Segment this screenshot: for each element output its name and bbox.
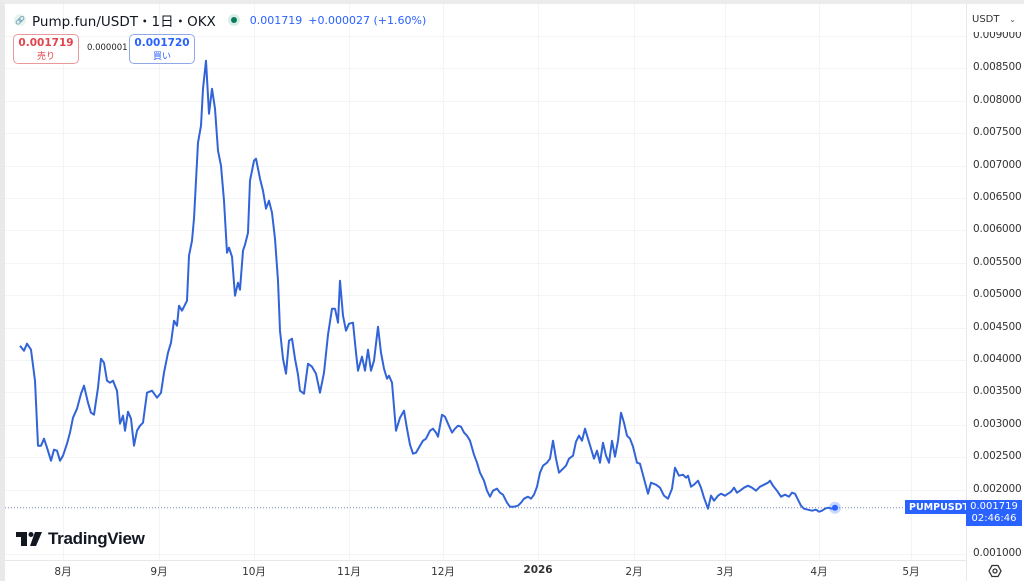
- grid-line-horizontal: [5, 360, 966, 361]
- price-axis-label: 0.007000: [973, 159, 1022, 171]
- grid-line-horizontal: [5, 133, 966, 134]
- chart-header: 🔗 Pump.fun/USDT・1日・OKX 0.001719 +0.00002…: [14, 10, 426, 30]
- price-axis-label: 0.005500: [973, 256, 1022, 268]
- grid-line-vertical: [159, 4, 160, 560]
- tradingview-wordmark: TradingView: [48, 529, 145, 548]
- grid-line-vertical: [911, 4, 912, 560]
- price-axis-label: 0.004000: [973, 353, 1022, 365]
- last-point-marker: [832, 504, 838, 511]
- grid-line-horizontal: [5, 457, 966, 458]
- grid-line-horizontal: [5, 36, 966, 37]
- chart-settings-button[interactable]: [987, 563, 1003, 579]
- grid-line-vertical: [443, 4, 444, 560]
- time-axis-label: 9月: [150, 566, 168, 578]
- time-axis-label: 11月: [337, 566, 361, 578]
- sell-button[interactable]: 0.001719 売り: [13, 34, 79, 64]
- grid-line-horizontal: [5, 554, 966, 555]
- price-axis-label: 0.006000: [973, 223, 1022, 235]
- grid-line-horizontal: [5, 328, 966, 329]
- grid-line-horizontal: [5, 295, 966, 296]
- grid-line-horizontal: [5, 263, 966, 264]
- time-axis-label: 5月: [902, 566, 920, 578]
- price-axis-label: 0.009000: [973, 29, 1022, 41]
- tradingview-logo[interactable]: TradingView: [16, 529, 145, 549]
- grid-line-horizontal: [5, 101, 966, 102]
- buy-button[interactable]: 0.001720 買い: [129, 34, 195, 64]
- buy-label: 買い: [152, 51, 171, 62]
- sell-price: 0.001719: [18, 36, 74, 49]
- currency-selector[interactable]: USDT ⌄: [968, 6, 1022, 32]
- grid-line-vertical: [819, 4, 820, 560]
- price-axis-label: 0.007500: [973, 126, 1022, 138]
- time-axis-label: 12月: [431, 566, 455, 578]
- last-price: 0.001719: [249, 13, 303, 27]
- time-axis-label: 10月: [242, 566, 266, 578]
- link-icon: 🔗: [14, 14, 26, 26]
- last-price-tag-value: 0.001719: [970, 501, 1018, 512]
- price-change: +0.000027 (+1.60%): [308, 13, 427, 27]
- price-series-line: [19, 59, 836, 513]
- sell-label: 売り: [36, 51, 55, 62]
- price-axis-label: 0.002000: [973, 483, 1022, 495]
- price-axis-label: 0.003500: [973, 385, 1022, 397]
- chevron-down-icon: ⌄: [1009, 14, 1016, 24]
- symbol-title[interactable]: Pump.fun/USDT・1日・OKX: [32, 14, 216, 30]
- time-axis-label: 4月: [810, 566, 828, 578]
- currency-value: USDT: [972, 13, 1000, 25]
- bar-countdown: 02:46:46: [971, 513, 1017, 524]
- grid-line-vertical: [254, 4, 255, 560]
- time-axis-label: 2026: [523, 564, 553, 576]
- grid-line-horizontal: [5, 230, 966, 231]
- grid-line-horizontal: [5, 392, 966, 393]
- spread-value: 0.000001: [87, 43, 128, 53]
- price-axis-label: 0.008500: [973, 61, 1022, 73]
- price-axis-label: 0.001000: [973, 547, 1022, 559]
- price-axis-label: 0.002500: [973, 450, 1022, 462]
- grid-line-vertical: [725, 4, 726, 560]
- time-axis-label: 3月: [716, 566, 734, 578]
- grid-line-vertical: [538, 4, 539, 560]
- market-status-icon: [227, 14, 240, 26]
- tradingview-mark-icon: [16, 532, 42, 546]
- time-axis-label: 8月: [54, 566, 72, 578]
- grid-line-vertical: [63, 4, 64, 560]
- grid-line-horizontal: [5, 490, 966, 491]
- grid-line-horizontal: [5, 198, 966, 199]
- time-axis[interactable]: [5, 560, 966, 581]
- price-axis-label: 0.004500: [973, 321, 1022, 333]
- price-axis-label: 0.006500: [973, 191, 1022, 203]
- price-axis-label: 0.008000: [973, 94, 1022, 106]
- grid-line-vertical: [349, 4, 350, 560]
- grid-line-horizontal: [5, 166, 966, 167]
- price-axis[interactable]: [966, 4, 1024, 581]
- grid-line-vertical: [634, 4, 635, 560]
- last-price-tag: 0.001719 02:46:46: [966, 500, 1022, 526]
- settings-gear-icon: [988, 564, 1002, 578]
- grid-line-horizontal: [5, 425, 966, 426]
- time-axis-label: 2月: [625, 566, 643, 578]
- buy-price: 0.001720: [134, 36, 190, 49]
- price-axis-label: 0.003000: [973, 418, 1022, 430]
- price-axis-label: 0.005000: [973, 288, 1022, 300]
- grid-line-horizontal: [5, 68, 966, 69]
- symbol-price-tag: PUMPUSDT: [905, 500, 974, 514]
